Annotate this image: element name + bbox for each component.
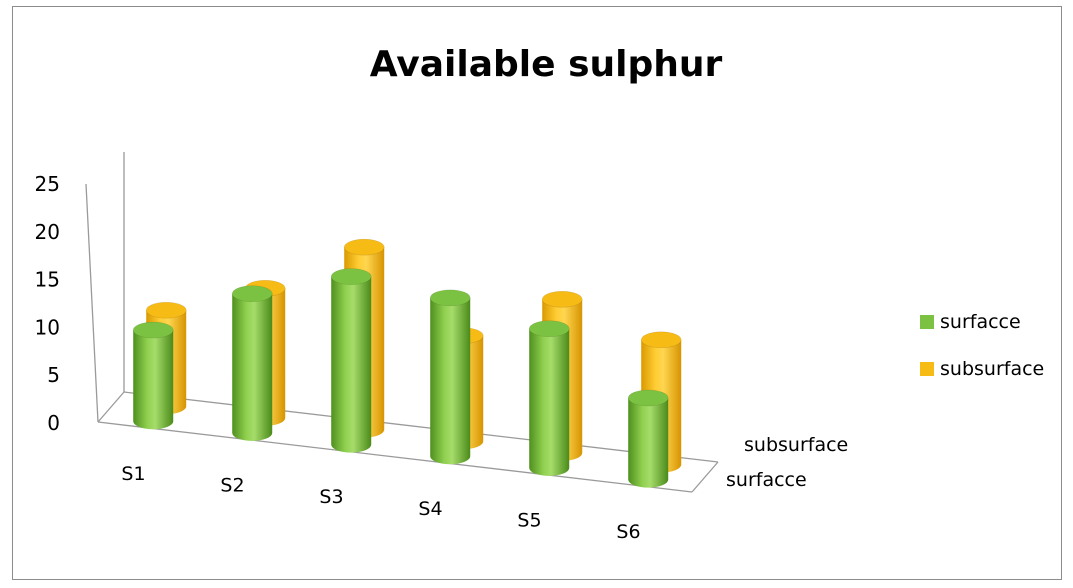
left-wall-edge xyxy=(85,183,99,423)
cylinder-top xyxy=(145,301,187,319)
cylinder-top xyxy=(528,320,570,338)
bar-surfacce-S5 xyxy=(528,320,570,476)
x-tick-label: S5 xyxy=(517,510,541,532)
x-tick-label: S3 xyxy=(319,486,343,508)
chart-frame xyxy=(12,6,1062,580)
bar-surfacce-S2 xyxy=(231,285,273,441)
legend-swatch xyxy=(920,315,934,329)
depth-axis-label: surfacce xyxy=(726,469,807,491)
x-tick-labels: S1 S2 S3 S4 S5 S6 xyxy=(121,463,640,543)
y-tick-label: 25 xyxy=(35,172,60,196)
x-tick-label: S6 xyxy=(616,521,640,543)
y-tick-label: 15 xyxy=(35,268,60,292)
cylinder-body xyxy=(430,297,471,465)
y-tick-label: 20 xyxy=(35,220,60,244)
x-tick-label: S1 xyxy=(121,463,145,485)
cylinder-body xyxy=(331,276,372,453)
legend-label: subsurface xyxy=(940,358,1044,380)
depth-axis-labels: surfacce subsurface xyxy=(726,434,848,491)
y-tick-label: 0 xyxy=(47,411,60,435)
cylinder-body xyxy=(232,293,273,441)
cylinder-body xyxy=(529,328,570,476)
legend-label: surfacce xyxy=(940,311,1021,333)
cylinder-top xyxy=(343,238,385,256)
y-tick-labels: 0 5 10 15 20 25 xyxy=(35,172,60,435)
cylinder-body xyxy=(133,330,174,430)
chart-title: Available sulphur xyxy=(370,44,723,85)
legend: surfacce subsurface xyxy=(920,311,1044,380)
cylinder-top xyxy=(231,285,273,303)
y-tick-label: 5 xyxy=(47,363,60,387)
cylinder-body xyxy=(628,397,669,488)
x-tick-label: S4 xyxy=(418,498,442,520)
floor-left-edge xyxy=(97,391,125,423)
bar-surfacce-S1 xyxy=(132,321,174,430)
cylinder-top xyxy=(640,331,682,349)
cylinder-top xyxy=(429,289,471,307)
bars xyxy=(132,238,682,488)
bar-surfacce-S4 xyxy=(429,289,471,465)
floor-front-edge xyxy=(97,421,693,493)
depth-axis-label: subsurface xyxy=(744,434,848,456)
legend-swatch xyxy=(920,362,934,376)
cylinder-top xyxy=(627,389,669,407)
cylinder-top xyxy=(330,268,372,285)
cylinder-top xyxy=(541,290,583,308)
floor-right-edge xyxy=(691,461,719,493)
floor-back-edge xyxy=(123,391,719,463)
bar-surfacce-S3 xyxy=(330,268,372,453)
y-tick-label: 10 xyxy=(35,315,60,339)
bar-surfacce-S6 xyxy=(627,389,669,488)
cylinder-top xyxy=(132,321,174,339)
axes xyxy=(85,152,719,493)
x-tick-label: S2 xyxy=(220,475,244,497)
